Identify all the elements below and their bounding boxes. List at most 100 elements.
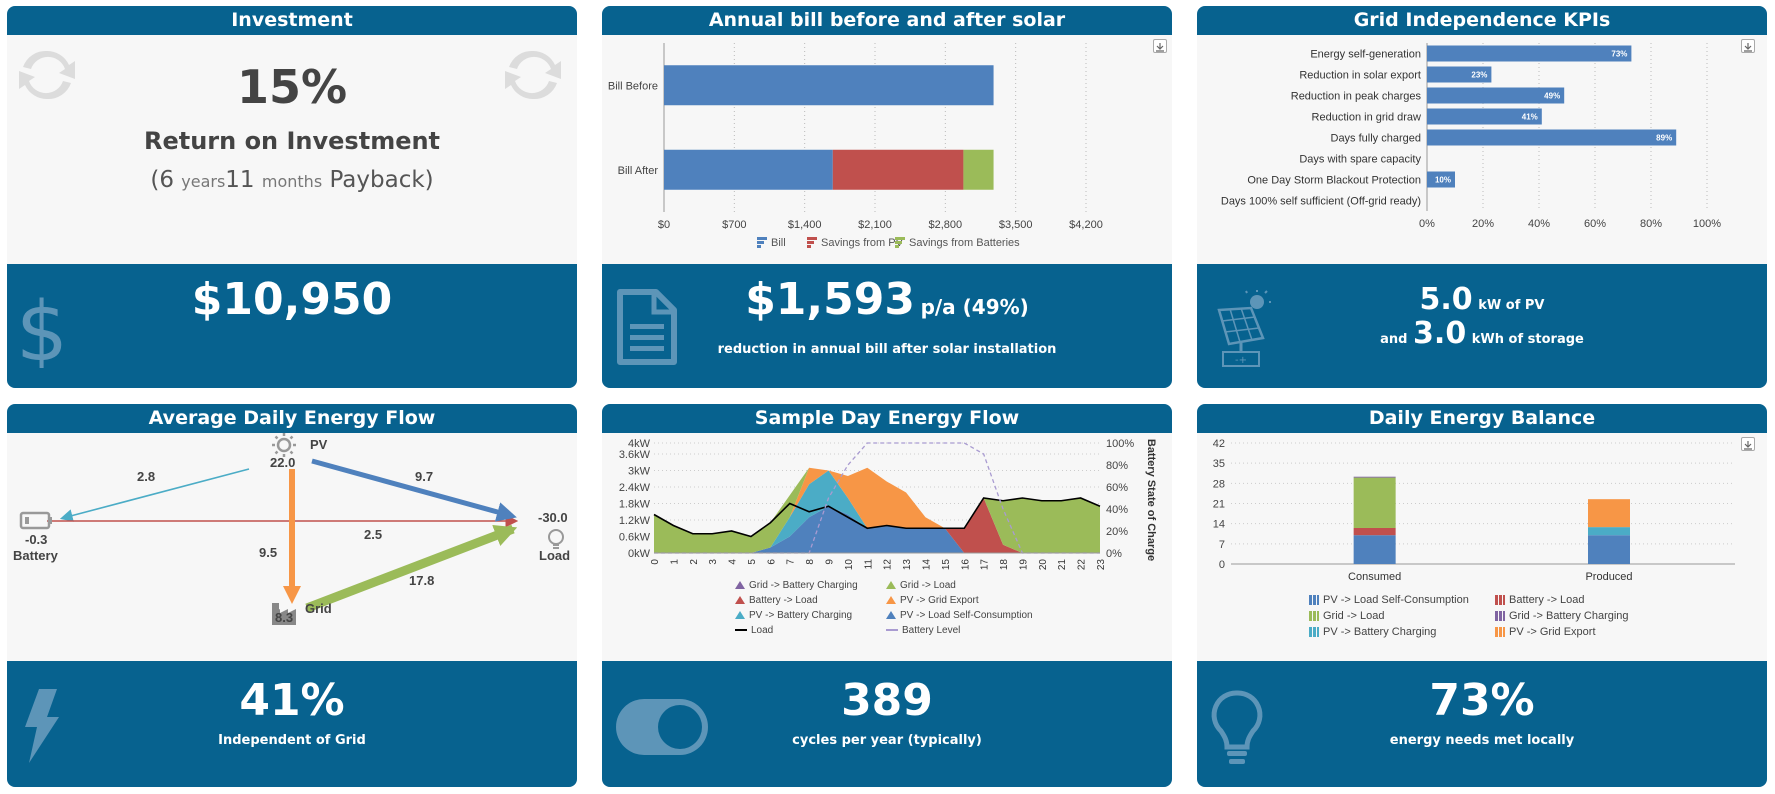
download-button[interactable] (1153, 39, 1167, 53)
legend-item[interactable]: Battery -> Load (735, 594, 818, 606)
legend-item[interactable]: Grid -> Load (1309, 610, 1384, 622)
legend-item[interactable]: PV -> Grid Export (886, 594, 979, 606)
category-label: Bill Before (608, 80, 658, 92)
kpi-chart-area: 0% 20% 40% 60% 80% 100% Energy self-generation… (1197, 35, 1767, 264)
bar-segment (1353, 477, 1396, 528)
balance-chart: 0 7 14 21 28 35 42 Consumed Produced (1213, 438, 1735, 583)
download-button[interactable] (1741, 437, 1755, 451)
independence-caption: Independent of Grid (218, 733, 366, 748)
kpi-card: Grid Independence KPIs 0% 20% 40% 60% 80% 100… (1197, 6, 1767, 388)
legend-label: Savings from PV (821, 237, 904, 249)
y-tick-label: 21 (1213, 499, 1225, 511)
legend-item[interactable]: Battery Level (886, 624, 960, 636)
investment-title: Investment (7, 6, 577, 35)
bill-caption: reduction in annual bill after solar ins… (717, 342, 1057, 357)
pv-size-value: 5.0 (1419, 282, 1473, 317)
legend-label: PV -> Grid Export (900, 595, 979, 606)
legend-item[interactable]: PV -> Battery Charging (1309, 626, 1436, 638)
bar-segment (1588, 499, 1630, 528)
y-tick-label: 0.6kW (619, 532, 651, 544)
bill-footer: $1,593 p/a (49%) reduction in annual bil… (602, 264, 1172, 388)
legend-item[interactable]: Grid -> Battery Charging (735, 579, 858, 591)
battery-grid-value: 2.5 (364, 527, 383, 542)
balance-title: Daily Energy Balance (1197, 404, 1767, 433)
x-tick-label: 23 (1096, 559, 1107, 571)
y-tick-label: 14 (1213, 519, 1225, 531)
sun-icon (272, 433, 296, 457)
legend-swatch (757, 237, 767, 240)
x-tick-label: 21 (1057, 559, 1068, 571)
investment-card: Investment 15% Return on Investment (6 y… (7, 6, 577, 388)
x-tick-label: 7 (786, 559, 797, 565)
y-tick-label: 0 (1219, 559, 1225, 571)
category-label: Reduction in peak charges (1291, 91, 1422, 103)
legend-label: PV -> Grid Export (1509, 626, 1596, 638)
legend-item[interactable]: Battery -> Load (1495, 594, 1585, 606)
bill-chart: $0 $700 $1,400 $2,100 $2,800 $3,500 $4,200 Bill… (608, 43, 1103, 249)
lightning-icon (25, 689, 59, 763)
flow-grid-to-load (305, 524, 518, 613)
legend-item[interactable]: Grid -> Battery Charging (1495, 610, 1629, 622)
battery-level-line (654, 442, 1100, 554)
bar-segment (832, 149, 964, 190)
legend-item[interactable]: PV -> Battery Charging (735, 609, 852, 621)
kpi-bar (1427, 129, 1677, 146)
flow-pv-to-load (311, 458, 517, 522)
legend-swatch (1309, 611, 1319, 622)
legend-item[interactable]: PV -> Grid Export (1495, 626, 1596, 638)
balance-footer: 73% energy needs met locally (1197, 661, 1767, 787)
legend-swatch (735, 581, 745, 590)
x-tick-label: 11 (863, 559, 874, 570)
legend-label: Grid -> Load (1323, 610, 1385, 622)
legend-item[interactable]: Grid -> Load (886, 579, 956, 591)
legend-item[interactable]: PV -> Load Self-Consumption (886, 609, 1033, 621)
bill-title: Annual bill before and after solar (602, 6, 1172, 35)
document-icon (617, 289, 677, 365)
storage-size-value: 3.0 (1413, 316, 1467, 351)
y2-tick-label: 60% (1106, 482, 1128, 494)
flow-card: Average Daily Energy Flow (7, 404, 577, 787)
sample-chart-area: 0kW 0.6kW 1.2kW 1.8kW 2.4kW 3kW 3.6kW 4kW 0% 20% 4… (602, 433, 1172, 661)
legend-label: PV -> Battery Charging (749, 610, 853, 621)
legend-item: Savings from Batteries (895, 237, 1020, 249)
kpi-bar (1427, 45, 1632, 62)
battery-label: Battery (13, 548, 58, 563)
y-tick-label: 7 (1219, 539, 1225, 551)
bill-chart-area: $0 $700 $1,400 $2,100 $2,800 $3,500 $4,200 Bill… (602, 35, 1172, 264)
pv-size: 5.0 kW of PV (1197, 282, 1767, 317)
battery-icon (19, 511, 52, 530)
category-label: One Day Storm Blackout Protection (1247, 175, 1421, 187)
balance-chart-area: 0 7 14 21 28 35 42 Consumed Produced PV -> Load … (1197, 433, 1767, 661)
y2-tick-label: 80% (1106, 460, 1128, 472)
bar-segment (664, 149, 833, 190)
download-button[interactable] (1741, 39, 1755, 53)
kpi-data-label: 41% (1522, 113, 1538, 122)
kpi-data-label: 23% (1471, 71, 1487, 80)
payback-open: ( (150, 167, 160, 193)
legend-label: Grid -> Load (900, 580, 956, 591)
legend-swatch (895, 241, 902, 244)
legend-label: PV -> Battery Charging (1323, 626, 1437, 638)
x-tick-label: 19 (1018, 559, 1029, 571)
legend-swatch (807, 237, 817, 240)
kpi-bar (1427, 108, 1542, 125)
legend-item[interactable]: PV -> Load Self-Consumption (1309, 594, 1469, 606)
legend-item[interactable]: Load (735, 624, 773, 636)
sample-title: Sample Day Energy Flow (602, 404, 1172, 433)
sample-footer: 389 cycles per year (typically) (602, 661, 1172, 787)
x-tick-label: 2 (689, 559, 700, 565)
legend-label: PV -> Load Self-Consumption (1323, 594, 1469, 606)
x-tick-label: 3 (708, 559, 719, 565)
grid-label: Grid (305, 601, 332, 616)
y2-axis-title: Battery State of Charge (1145, 439, 1157, 561)
lightbulb-icon (1211, 690, 1263, 764)
x-tick-label: 40% (1528, 218, 1550, 230)
grid-value: 8.3 (275, 610, 294, 625)
x-tick-label: $4,200 (1069, 219, 1103, 231)
balance-legend: PV -> Load Self-Consumption Battery -> Lo… (1197, 433, 1767, 661)
category-label: Reduction in grid draw (1312, 112, 1422, 124)
legend-swatch (886, 596, 896, 605)
svg-text:$: $ (17, 288, 67, 368)
bill-saving-value: $1,593 (745, 274, 915, 325)
energy-flow-diagram (19, 433, 564, 625)
